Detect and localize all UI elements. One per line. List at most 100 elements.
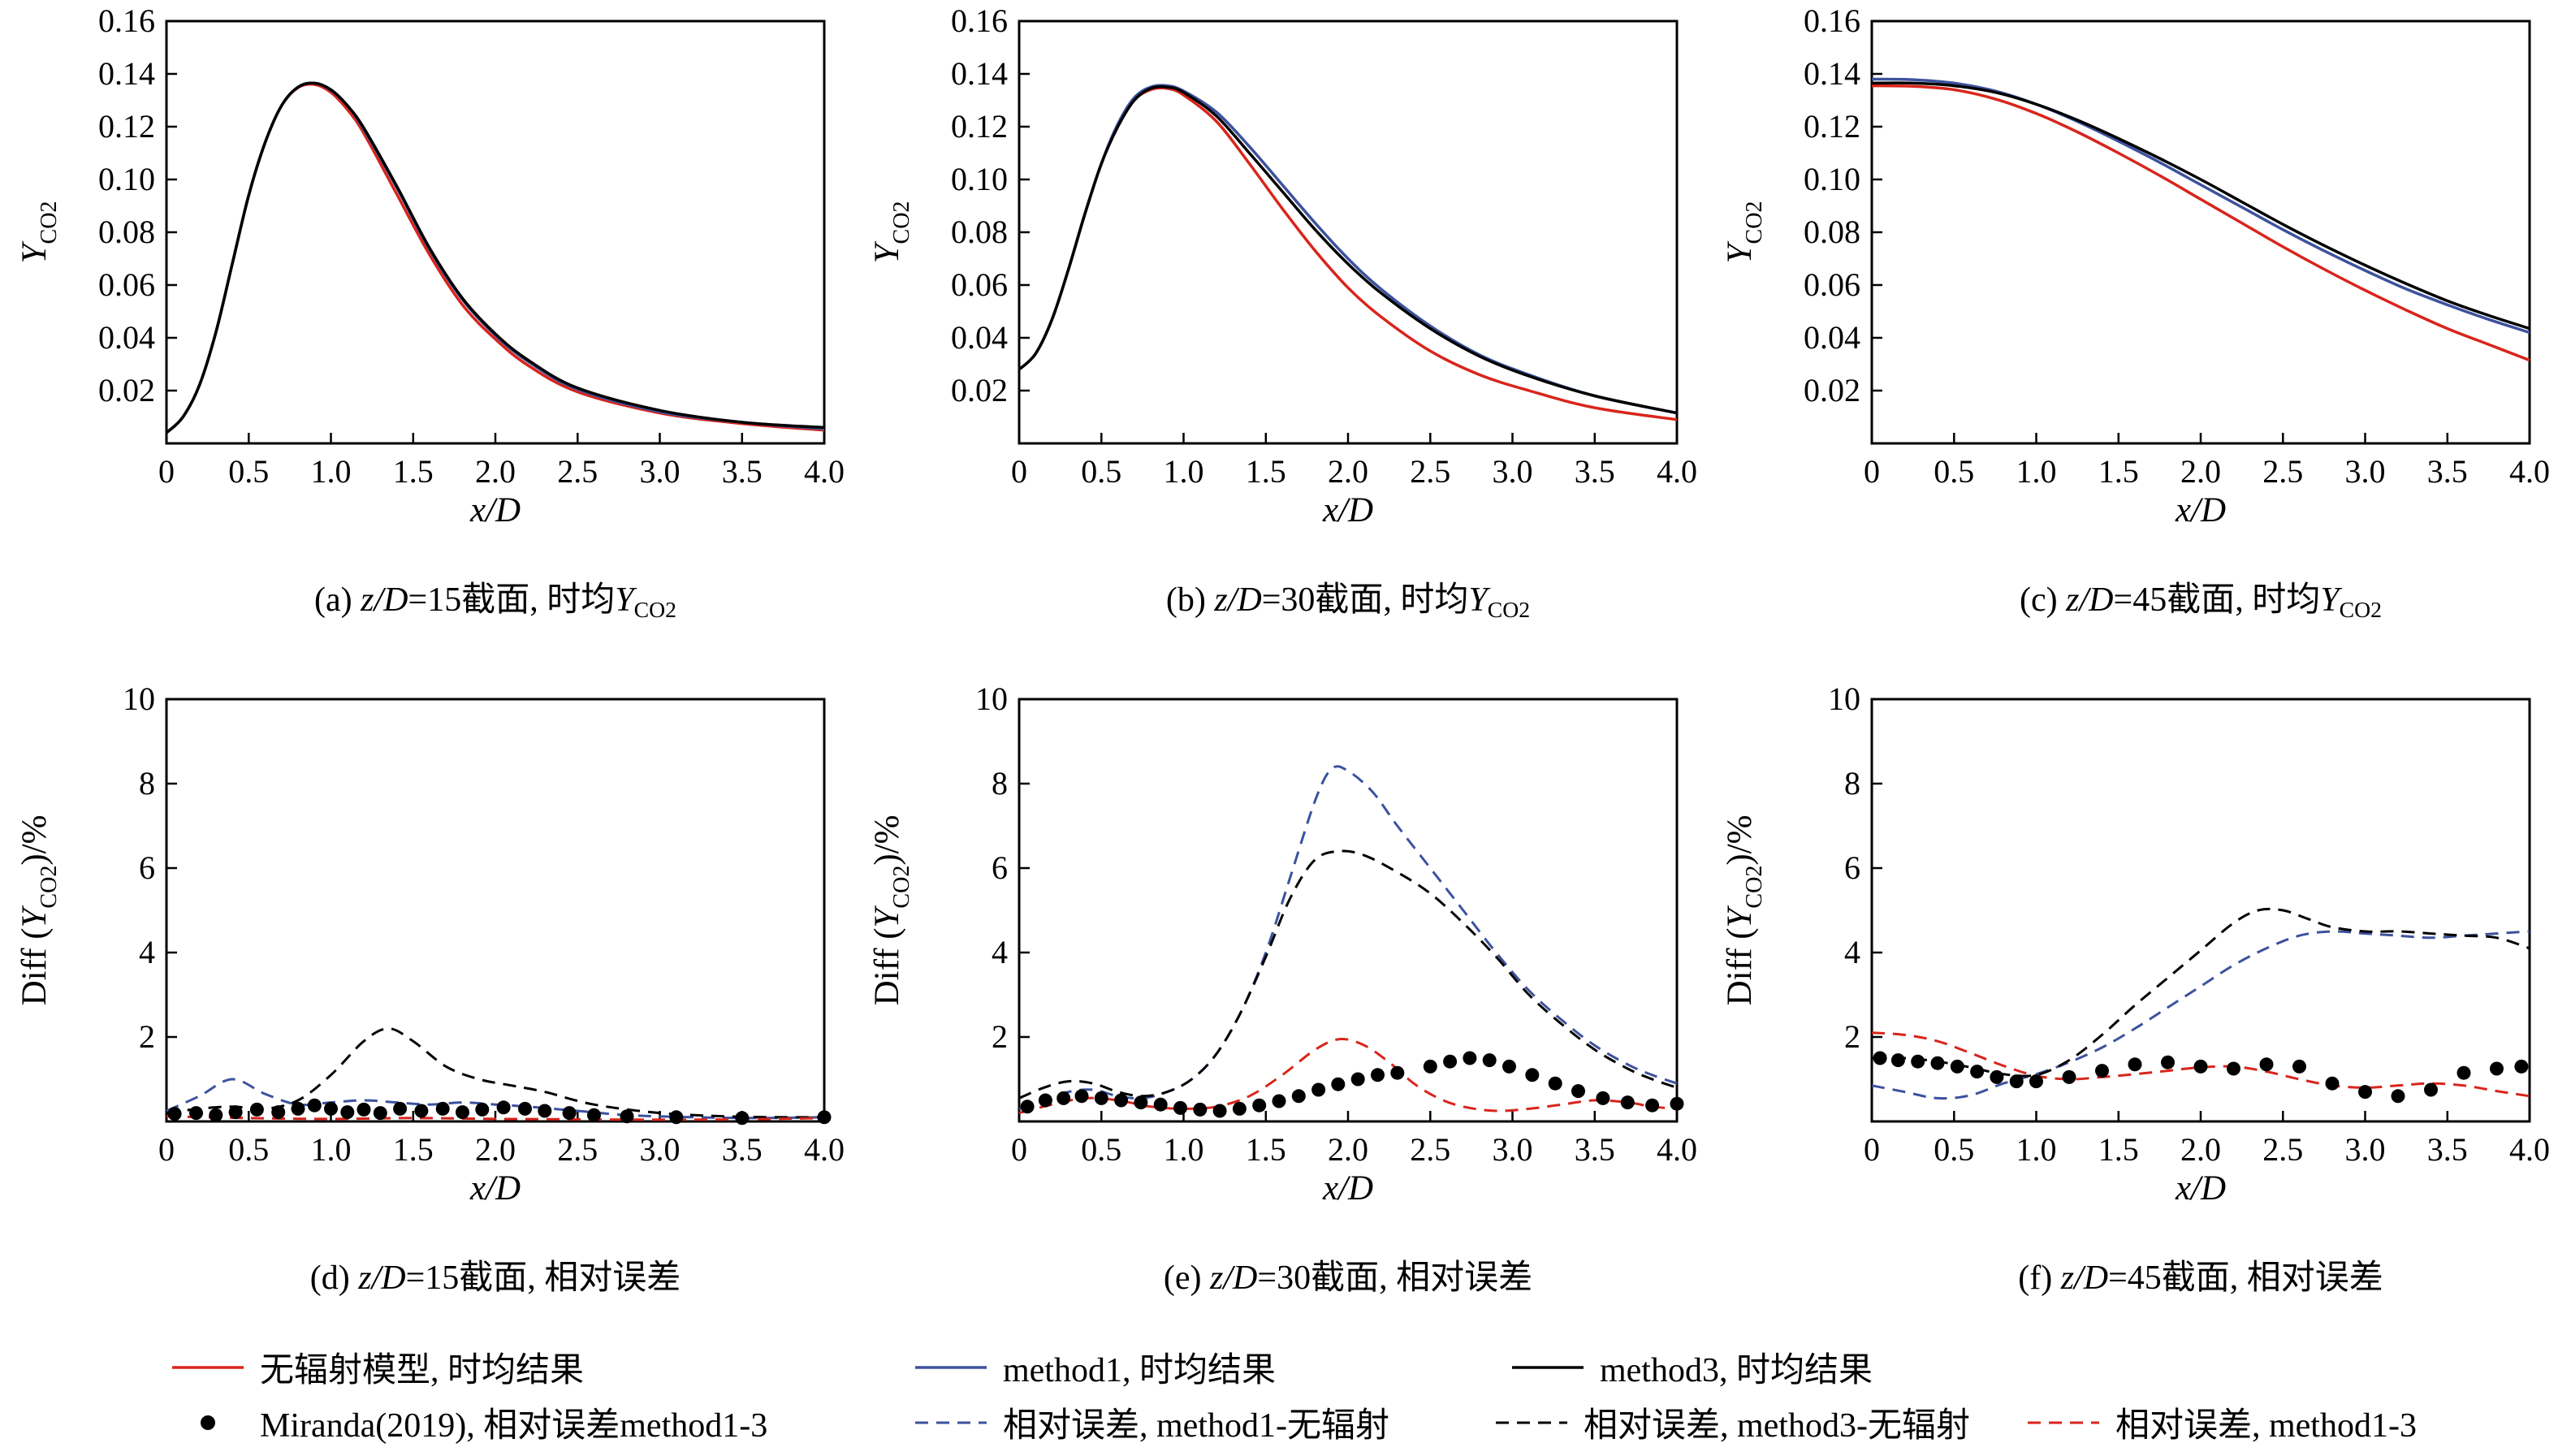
series-curve-2 — [1871, 1031, 2530, 1098]
x-tick-label: 1.5 — [2098, 1131, 2139, 1168]
caption-text-part: Y — [1468, 581, 1488, 619]
plot-a: 0 0.5 1.0 1.5 2.0 2.5 3.0 3.5 4.0 0.02 0.04 0.06 0.0… — [15, 6, 845, 529]
series-curve-1 — [1018, 849, 1678, 1100]
data-dot — [1153, 1097, 1168, 1112]
legend-item: 无辐射模型, 时均结果 — [171, 1342, 914, 1392]
data-dot — [1056, 1091, 1071, 1105]
panel-d: 0 0.5 1.0 1.5 2.0 2.5 3.0 3.5 4.0 2 4 6 8 10 x/D Diff (… — [0, 685, 853, 1306]
x-tick-label: 2.5 — [2262, 1131, 2303, 1168]
y-tick-label: 0.16 — [951, 6, 1008, 39]
x-axis-label: x/D — [469, 1169, 521, 1208]
data-dot — [271, 1105, 286, 1120]
y-tick-label: 10 — [1828, 685, 1860, 717]
data-dot — [1443, 1054, 1458, 1069]
series-curve-0 — [1018, 86, 1678, 421]
data-dot — [2358, 1085, 2372, 1100]
data-dot — [1371, 1068, 1385, 1082]
x-tick-label: 3.5 — [1575, 1131, 1615, 1168]
x-axis-label: x/D — [1322, 1169, 1373, 1208]
x-tick-label: 4.0 — [1657, 1131, 1697, 1168]
panel-c: 0 0.5 1.0 1.5 2.0 2.5 3.0 3.5 4.0 0.02 0.04 0.06 0.0… — [1705, 6, 2558, 628]
x-tick-label: 4.0 — [2509, 1131, 2550, 1168]
data-dot — [1670, 1096, 1684, 1111]
data-dot — [1873, 1051, 1887, 1065]
legend-solid-line-icon — [172, 1365, 244, 1369]
data-dot — [249, 1102, 264, 1117]
x-tick-label: 4.0 — [804, 1131, 845, 1168]
y-axis-label: YCO2 — [868, 201, 914, 264]
x-tick-label: 2.0 — [1328, 453, 1368, 490]
data-dot — [735, 1111, 750, 1125]
legend-label: Miranda(2019), 相对误差method1-3 — [260, 1407, 768, 1445]
data-dot — [1193, 1102, 1208, 1117]
data-dot — [1331, 1077, 1346, 1091]
x-tick-label: 4.0 — [2509, 453, 2550, 490]
legend-label: 相对误差, method1-3 — [2115, 1407, 2417, 1445]
y-tick-label: 0.08 — [951, 214, 1008, 250]
legend-label: 相对误差, method1-无辐射 — [1003, 1407, 1389, 1445]
legend-solid-line-icon — [915, 1365, 987, 1369]
y-tick-label: 6 — [992, 849, 1008, 886]
legend-item: method3, 时均结果 — [1510, 1342, 2558, 1392]
y-tick-label: 0.14 — [1804, 55, 1860, 92]
charts-row-bottom: 0 0.5 1.0 1.5 2.0 2.5 3.0 3.5 4.0 2 4 6 8 10 x/D Diff (… — [0, 685, 2558, 1306]
x-tick-label: 0.5 — [1934, 453, 1974, 490]
data-dot — [1311, 1082, 1326, 1097]
x-axis-label: x/D — [1322, 491, 1373, 529]
data-dot — [414, 1104, 429, 1118]
caption-text-part: =30截面, 时均 — [1261, 581, 1469, 619]
plot-c: 0 0.5 1.0 1.5 2.0 2.5 3.0 3.5 4.0 0.02 0.04 0.06 0.0… — [1721, 6, 2550, 529]
x-tick-label: 1.0 — [1164, 453, 1204, 490]
y-tick-label: 10 — [123, 685, 155, 717]
caption-e: (e) z/D=30截面, 相对误差 — [1019, 1257, 1677, 1306]
caption-text-part: =30截面, 相对误差 — [1257, 1259, 1533, 1297]
x-tick-label: 3.0 — [2345, 453, 2386, 490]
charts-row-top: 0 0.5 1.0 1.5 2.0 2.5 3.0 3.5 4.0 0.02 0.04 0.06 0.0… — [0, 6, 2558, 628]
data-dot — [2490, 1061, 2504, 1076]
data-dot — [1074, 1089, 1089, 1104]
data-dot — [475, 1102, 490, 1117]
data-dot — [620, 1109, 634, 1124]
caption-text-part: =15截面, 时均 — [408, 581, 616, 619]
y-tick-label: 0.04 — [951, 319, 1008, 356]
series-curve-2 — [1871, 81, 2530, 331]
caption-text-part: CO2 — [1487, 596, 1531, 622]
x-tick-label: 1.5 — [393, 453, 434, 490]
plot-e: 0 0.5 1.0 1.5 2.0 2.5 3.0 3.5 4.0 2 4 6 8 10 x/D Diff (… — [868, 685, 1697, 1208]
data-dot — [2062, 1069, 2076, 1084]
data-dot — [2029, 1074, 2043, 1089]
caption-d: (d) z/D=15截面, 相对误差 — [166, 1257, 824, 1306]
legend-item: method1, 时均结果 — [914, 1342, 1510, 1392]
x-tick-label: 1.0 — [1164, 1131, 1204, 1168]
data-dot — [2391, 1089, 2405, 1104]
data-dot — [2259, 1057, 2274, 1072]
plot-frame — [1018, 19, 1679, 445]
data-dot — [1911, 1054, 1925, 1069]
data-dot — [1423, 1059, 1437, 1074]
plot-frame — [165, 698, 826, 1123]
x-axis-label: x/D — [2175, 491, 2226, 529]
data-dot — [324, 1101, 338, 1116]
y-tick-label: 0.10 — [951, 161, 1008, 197]
y-tick-label: 4 — [1844, 934, 1860, 970]
series-curve-1 — [1018, 84, 1678, 415]
x-tick-label: 0 — [158, 453, 175, 490]
data-dot — [228, 1105, 243, 1120]
y-tick-label: 0.04 — [1804, 319, 1860, 356]
x-tick-label: 2.5 — [2262, 453, 2303, 490]
legend-label: 相对误差, method3-无辐射 — [1584, 1407, 1970, 1445]
plot-frame — [1870, 698, 2531, 1123]
caption-text-part: (d) — [309, 1259, 359, 1297]
data-dot — [1645, 1098, 1660, 1113]
data-dot — [1020, 1100, 1035, 1114]
data-dot — [1114, 1093, 1129, 1108]
caption-text-part: (b) — [1165, 581, 1215, 619]
y-tick-label: 0.10 — [98, 161, 155, 197]
legend-row-2: Miranda(2019), 相对误差method1-3 相对误差, method… — [171, 1398, 2558, 1445]
data-dot — [1596, 1091, 1610, 1105]
x-tick-label: 0.5 — [1081, 453, 1121, 490]
x-tick-label: 1.5 — [1246, 1131, 1286, 1168]
x-tick-label: 1.0 — [2016, 453, 2057, 490]
x-tick-label: 4.0 — [804, 453, 845, 490]
data-dot — [1173, 1100, 1187, 1115]
